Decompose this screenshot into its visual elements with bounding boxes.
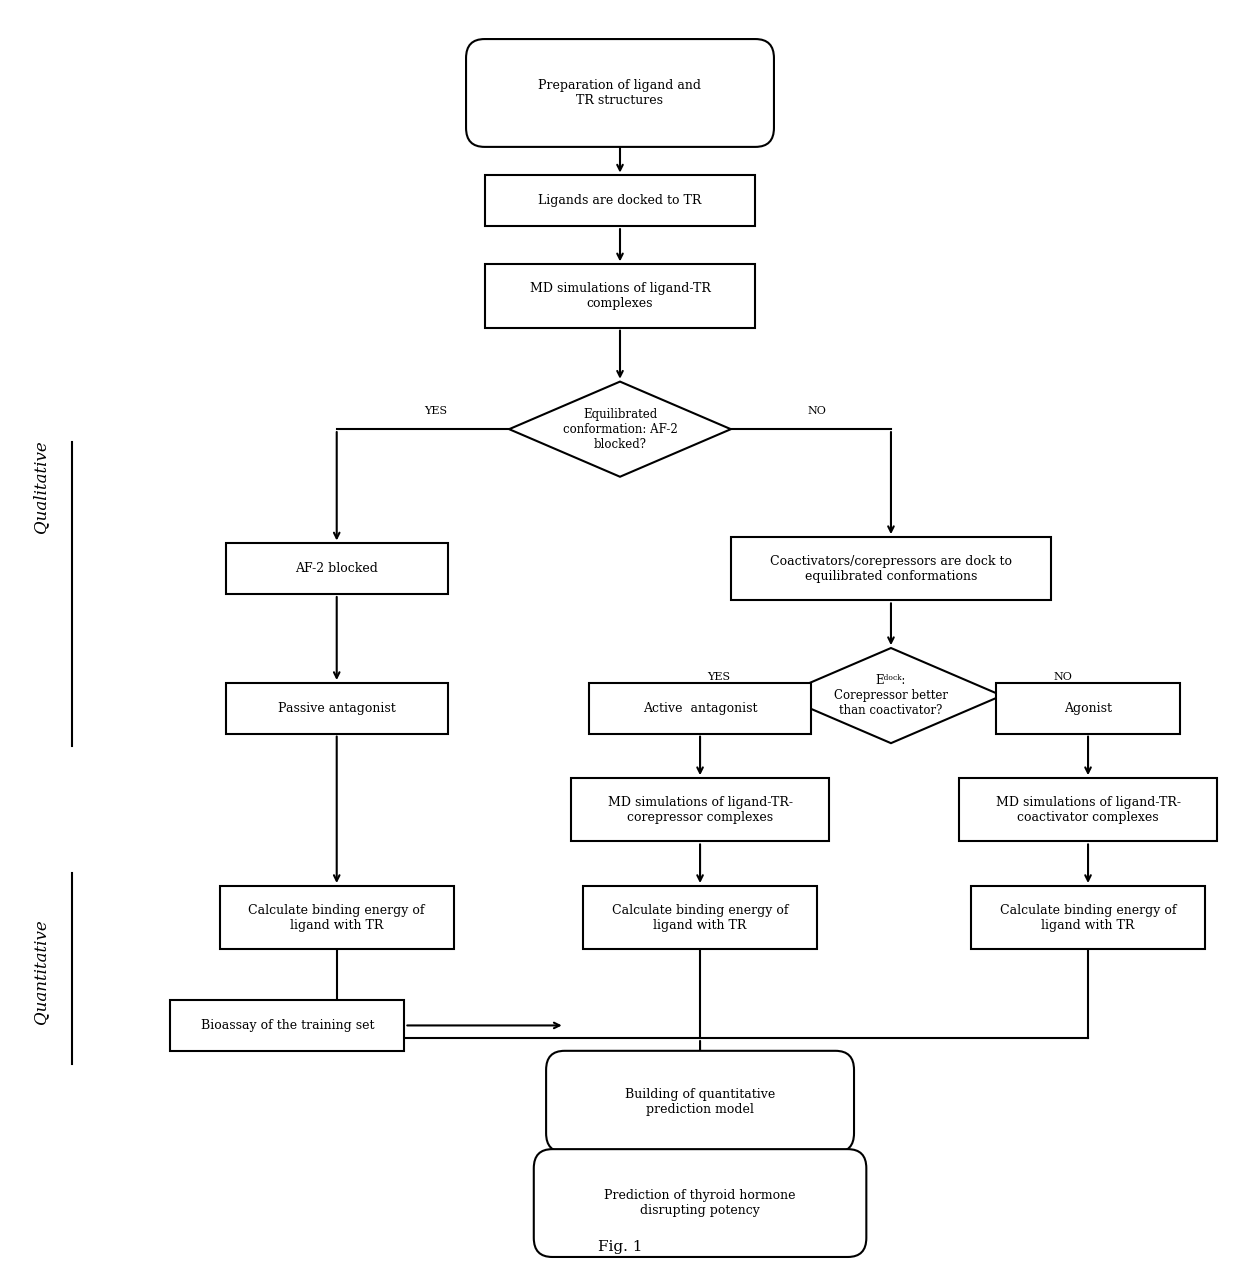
FancyBboxPatch shape [226,543,448,594]
Text: Active  antagonist: Active antagonist [642,702,758,715]
Text: Building of quantitative
prediction model: Building of quantitative prediction mode… [625,1088,775,1116]
Text: Preparation of ligand and
TR structures: Preparation of ligand and TR structures [538,79,702,107]
FancyBboxPatch shape [485,264,755,328]
FancyBboxPatch shape [466,40,774,147]
FancyBboxPatch shape [996,683,1180,734]
FancyBboxPatch shape [485,175,755,226]
Text: Prediction of thyroid hormone
disrupting potency: Prediction of thyroid hormone disrupting… [604,1189,796,1217]
Text: Quantitative: Quantitative [32,919,50,1024]
Text: MD simulations of ligand-TR
complexes: MD simulations of ligand-TR complexes [529,282,711,310]
Text: Ligands are docked to TR: Ligands are docked to TR [538,194,702,207]
Text: NO: NO [807,406,827,416]
Text: Passive antagonist: Passive antagonist [278,702,396,715]
FancyBboxPatch shape [589,683,811,734]
FancyBboxPatch shape [583,886,817,949]
Text: AF-2 blocked: AF-2 blocked [295,562,378,575]
Text: Bioassay of the training set: Bioassay of the training set [201,1019,374,1032]
Text: Calculate binding energy of
ligand with TR: Calculate binding energy of ligand with … [999,904,1177,932]
FancyBboxPatch shape [570,778,830,842]
Text: YES: YES [707,673,730,682]
Text: MD simulations of ligand-TR-
coactivator complexes: MD simulations of ligand-TR- coactivator… [996,796,1180,824]
FancyBboxPatch shape [533,1149,867,1257]
FancyBboxPatch shape [546,1051,854,1152]
Text: Fig. 1: Fig. 1 [598,1240,642,1254]
FancyBboxPatch shape [226,683,448,734]
FancyBboxPatch shape [730,538,1052,600]
Text: Calculate binding energy of
ligand with TR: Calculate binding energy of ligand with … [611,904,789,932]
Text: YES: YES [424,406,446,416]
Text: NO: NO [1054,673,1073,682]
Text: Eᵈᵒᶜᵏ:
Corepressor better
than coactivator?: Eᵈᵒᶜᵏ: Corepressor better than coactivat… [835,674,947,718]
FancyBboxPatch shape [170,1000,404,1051]
FancyBboxPatch shape [971,886,1205,949]
Text: Agonist: Agonist [1064,702,1112,715]
Polygon shape [780,647,1002,743]
Text: Equilibrated
conformation: AF-2
blocked?: Equilibrated conformation: AF-2 blocked? [563,407,677,451]
Text: Qualitative: Qualitative [32,439,50,533]
Text: MD simulations of ligand-TR-
corepressor complexes: MD simulations of ligand-TR- corepressor… [608,796,792,824]
FancyBboxPatch shape [959,778,1218,842]
FancyBboxPatch shape [219,886,454,949]
Text: Coactivators/corepressors are dock to
equilibrated conformations: Coactivators/corepressors are dock to eq… [770,554,1012,582]
Text: Calculate binding energy of
ligand with TR: Calculate binding energy of ligand with … [248,904,425,932]
Polygon shape [510,382,730,476]
